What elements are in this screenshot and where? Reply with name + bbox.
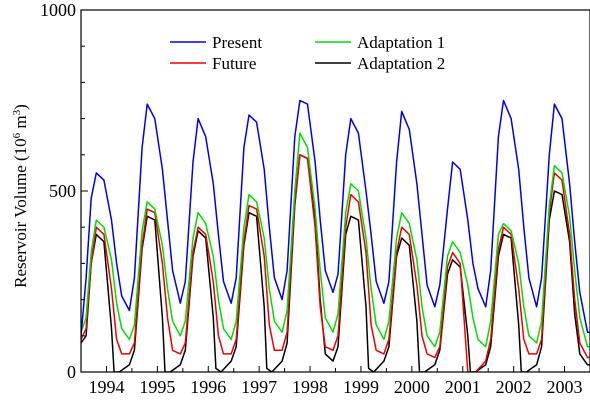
x-tick-label-1999: 1999 — [343, 377, 379, 397]
legend-label-present: Present — [212, 33, 262, 52]
legend-label-adaptation-1: Adaptation 1 — [357, 33, 445, 52]
series-line-adaptation-2 — [81, 154, 590, 372]
legend-label-adaptation-2: Adaptation 2 — [357, 54, 445, 73]
series-line-adaptation-1 — [81, 132, 590, 348]
x-tick-label-1998: 1998 — [292, 377, 328, 397]
y-tick-label-500: 500 — [49, 181, 76, 201]
x-tick-label-1994: 1994 — [88, 377, 124, 397]
y-axis: 0 500 1000 — [40, 0, 88, 382]
x-tick-label-1995: 1995 — [139, 377, 175, 397]
x-tick-label-2002: 2002 — [496, 377, 532, 397]
legend: Present Future Adaptation 1 Adaptation 2 — [170, 33, 445, 73]
x-tick-label-2000: 2000 — [394, 377, 430, 397]
y-tick-label-0: 0 — [67, 362, 76, 382]
series-line-present — [81, 99, 590, 336]
series-layer — [81, 99, 590, 372]
plot-frame — [80, 9, 590, 373]
x-tick-label-2001: 2001 — [445, 377, 481, 397]
series-line-future — [81, 154, 590, 372]
y-tick-label-1000: 1000 — [40, 0, 76, 20]
x-tick-label-2003: 2003 — [547, 377, 583, 397]
x-tick-label-1996: 1996 — [190, 377, 226, 397]
x-tick-label-1997: 1997 — [241, 377, 277, 397]
legend-label-future: Future — [212, 54, 256, 73]
y-axis-title: Reservoir Volume (106 m3) — [11, 104, 30, 288]
x-axis: 1994 1995 1996 1997 1998 1999 2000 2001 2002 2003 — [88, 366, 583, 397]
